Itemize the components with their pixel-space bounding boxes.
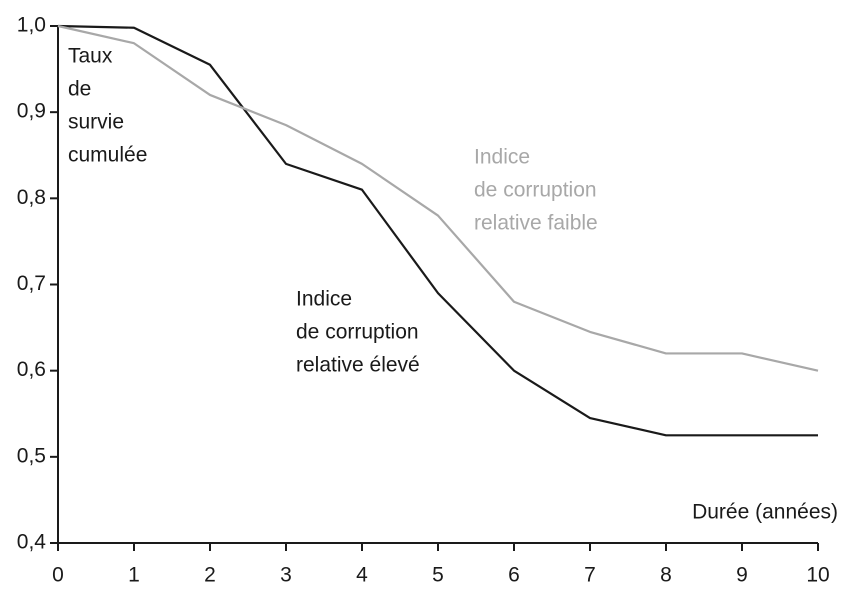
x-tick-label: 2: [204, 564, 216, 587]
series-label: relative élevé: [296, 354, 420, 377]
y-tick-label: 1,0: [17, 14, 46, 37]
y-tick-label: 0,4: [17, 531, 47, 554]
y-tick-label: 0,7: [17, 272, 46, 295]
y-tick-label: 0,8: [17, 186, 46, 209]
x-tick-label: 5: [432, 564, 444, 587]
x-tick-label: 8: [660, 564, 672, 587]
x-tick-label: 10: [806, 564, 829, 587]
y-axis-label: survie: [68, 111, 124, 134]
x-tick-label: 3: [280, 564, 292, 587]
series-line: [57, 24, 819, 372]
x-tick-label: 4: [356, 564, 368, 587]
y-tick-label: 0,9: [17, 100, 46, 123]
y-tick-label: 0,6: [17, 358, 46, 381]
series-label: de corruption: [474, 179, 597, 202]
x-tick-label: 1: [128, 564, 140, 587]
series-label: Indice: [296, 288, 352, 311]
series-label: Indice: [474, 146, 530, 169]
y-axis-label: de: [68, 78, 91, 101]
y-tick-label: 0,5: [17, 444, 46, 467]
x-tick-label: 7: [584, 564, 596, 587]
series-label: relative faible: [474, 212, 598, 235]
series-line: [57, 24, 818, 437]
x-axis-label: Durée (années): [692, 501, 838, 524]
x-tick-label: 6: [508, 564, 520, 587]
y-axis-label: Taux: [68, 45, 113, 68]
x-tick-label: 0: [52, 564, 64, 587]
series-label: de corruption: [296, 321, 419, 344]
x-tick-label: 9: [736, 564, 748, 587]
y-axis-label: cumulée: [68, 144, 147, 167]
